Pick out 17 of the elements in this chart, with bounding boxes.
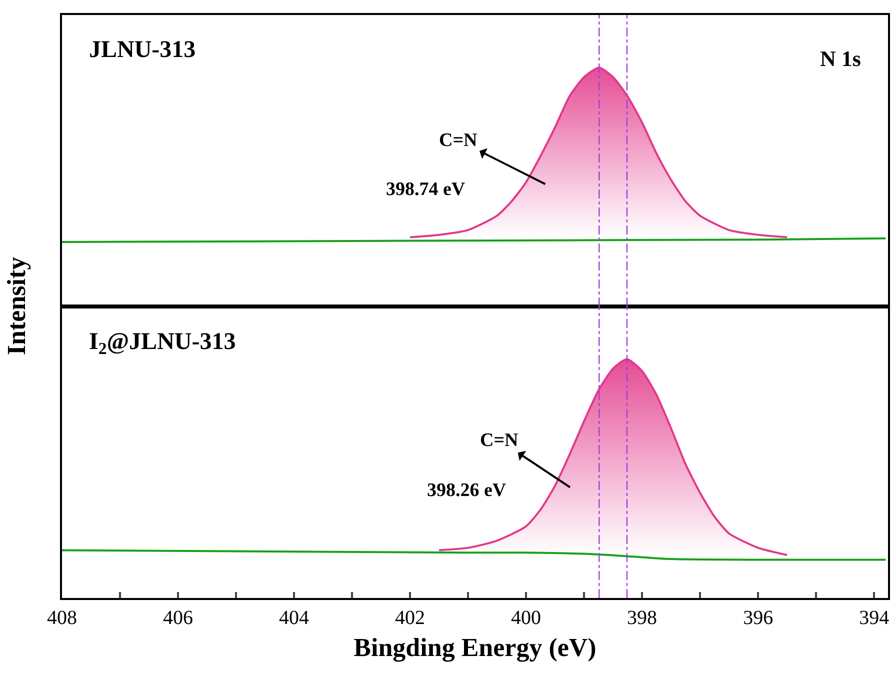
annotation: 398.74 eV xyxy=(386,179,466,200)
annotation: C=N xyxy=(480,430,519,451)
x-tick-label: 394 xyxy=(859,607,890,629)
x-tick-label: 402 xyxy=(395,607,426,629)
x-tick-label: 400 xyxy=(511,607,542,629)
x-axis-title: Bingding Energy (eV) xyxy=(354,633,596,662)
annotation: 398.26 eV xyxy=(427,480,506,501)
chart-title: JLNU-313 xyxy=(89,37,196,63)
x-tick-label: 396 xyxy=(743,607,774,629)
x-tick-label: 398 xyxy=(627,607,658,629)
x-tick-label: 408 xyxy=(47,607,77,629)
annotation: N 1s xyxy=(820,46,862,71)
y-axis-title: Intensity xyxy=(2,256,32,356)
x-tick-label: 404 xyxy=(279,607,310,629)
chart-title: I$_{2}$@JLNU-313 xyxy=(89,329,236,358)
x-tick-label: 406 xyxy=(163,607,194,629)
annotation: C=N xyxy=(439,130,478,151)
